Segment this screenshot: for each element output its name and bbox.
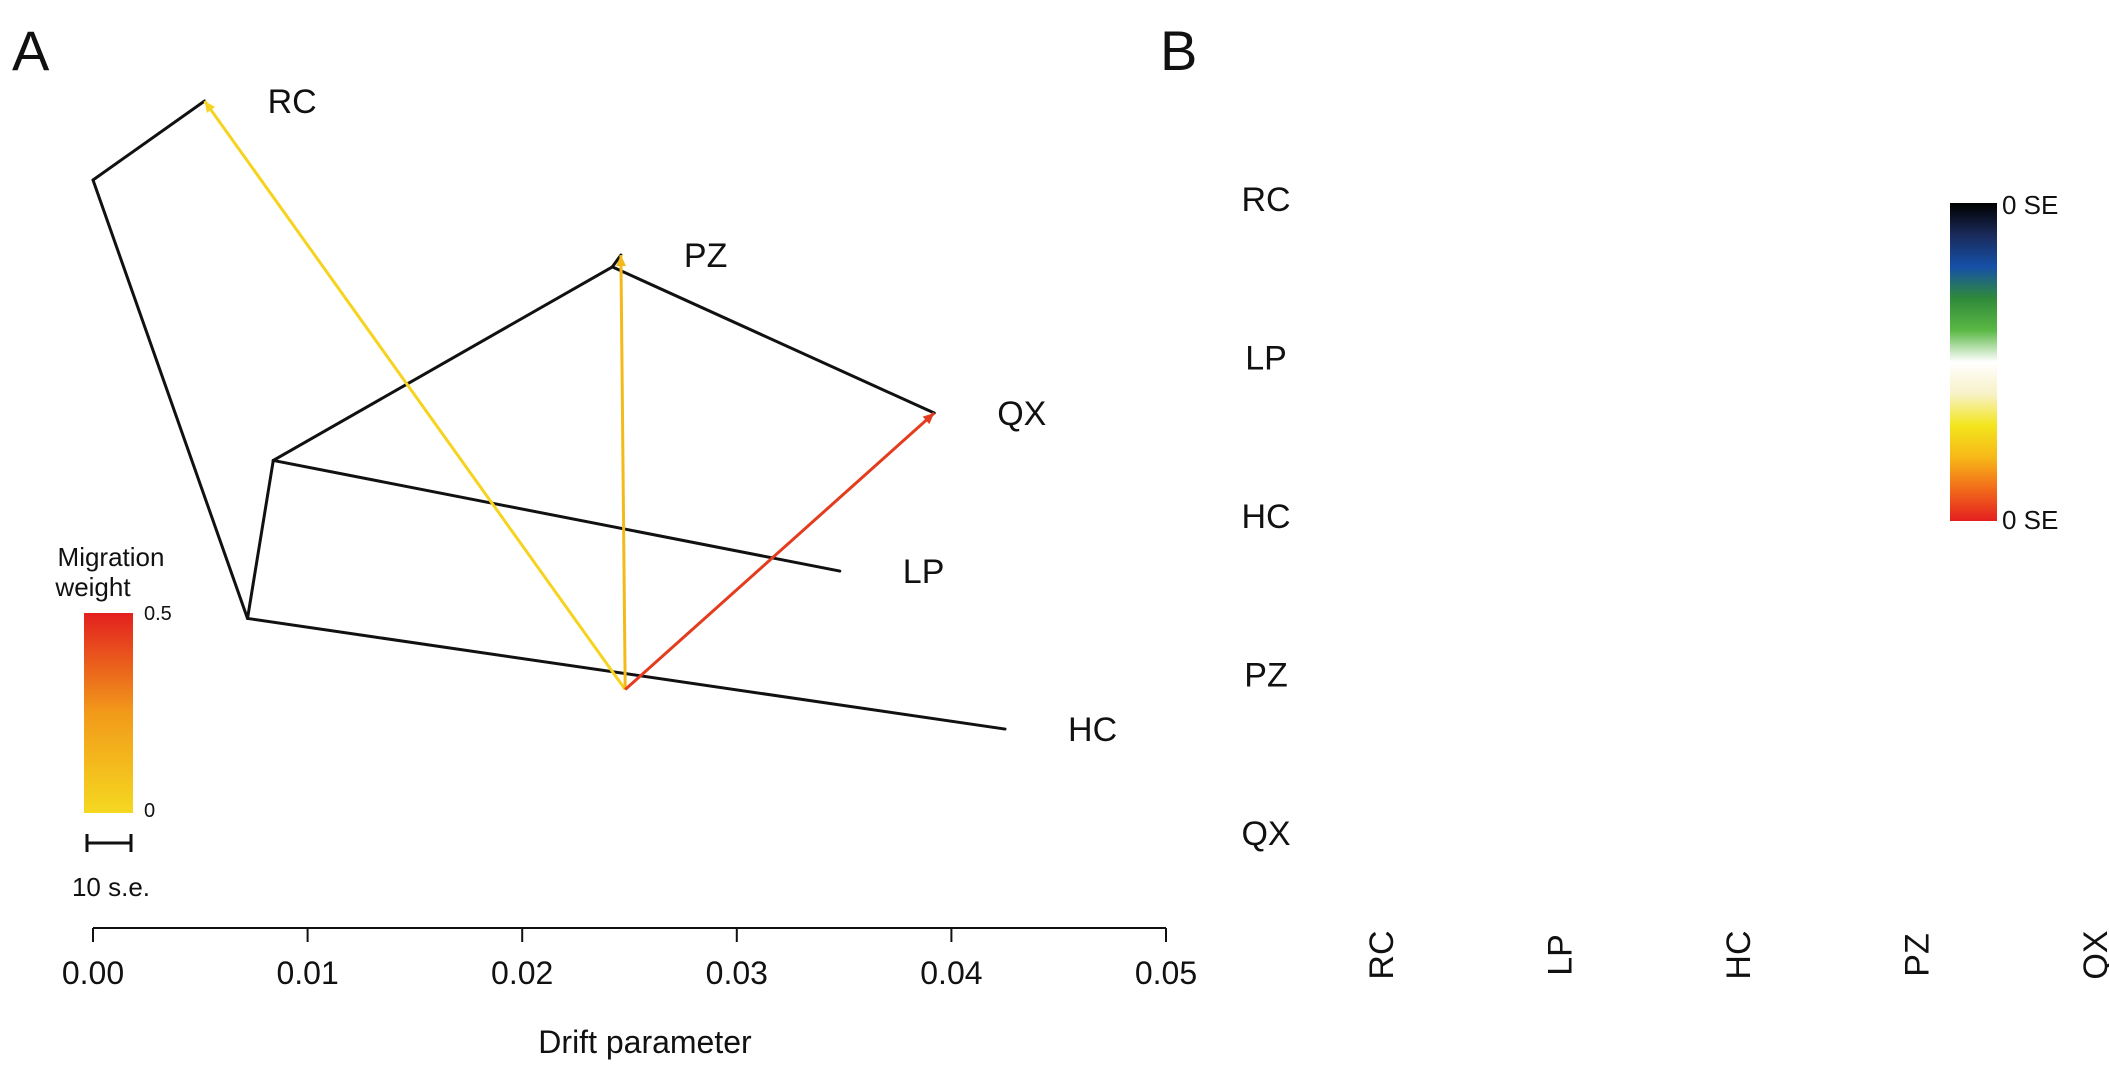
- column-label-pz: PZ: [1899, 933, 1937, 976]
- column-label-hc: HC: [1720, 930, 1758, 979]
- leaf-labels: RC PZ QX LP HC: [268, 83, 1118, 749]
- x-tick-label: 0.01: [276, 955, 338, 991]
- row-label-lp: LP: [1245, 340, 1287, 378]
- migration-colorbar: [84, 613, 133, 813]
- legend-max-label: 0.5: [144, 603, 172, 625]
- x-axis: 0.00 0.01 0.02 0.03 0.04 0.05: [62, 927, 1197, 991]
- leaf-label-pz: PZ: [684, 237, 727, 275]
- tree-edges: [91, 99, 1007, 731]
- row-label-qx: QX: [1241, 815, 1290, 853]
- legend-title-line2: weight: [54, 572, 131, 602]
- x-tick-label: 0.00: [62, 955, 124, 991]
- heatmap-column-labels: RC LP HC PZ QX: [1363, 930, 2109, 979]
- column-label-lp: LP: [1542, 934, 1580, 976]
- x-tick-label: 0.05: [1135, 955, 1197, 991]
- tree-edge-LP: [271, 458, 842, 573]
- legend-min-label: 0: [144, 800, 155, 822]
- tree-edge-n2: [91, 178, 250, 620]
- se-colorbar: 0 SE 0 SE: [1950, 190, 2058, 535]
- migration-arrowhead-pz: [616, 255, 627, 267]
- x-tick-label: 0.02: [491, 955, 553, 991]
- row-label-pz: PZ: [1244, 657, 1287, 695]
- se-colorbar-gradient: [1950, 203, 1997, 521]
- leaf-label-qx: QX: [997, 395, 1046, 433]
- row-label-hc: HC: [1241, 498, 1290, 536]
- x-tick-label: 0.04: [920, 955, 982, 991]
- tree-edge-n3: [246, 458, 275, 620]
- x-axis-label: Drift parameter: [538, 1024, 752, 1060]
- migration-edge-to-pz: [619, 255, 627, 690]
- scale-bar-label: 10 s.e.: [72, 872, 150, 902]
- heatmap-row-labels: RC LP HC PZ QX: [1241, 181, 1290, 853]
- leaf-label-rc: RC: [268, 83, 317, 121]
- tree-edge-QX: [610, 265, 936, 415]
- row-label-rc: RC: [1241, 181, 1290, 219]
- se-colorbar-bottom-label: 0 SE: [2002, 505, 2058, 535]
- column-label-qx: QX: [2077, 930, 2109, 979]
- leaf-label-lp: LP: [903, 553, 945, 591]
- leaf-label-hc: HC: [1068, 711, 1117, 749]
- x-tick-label: 0.03: [706, 955, 768, 991]
- migration-arrowhead-rc: [204, 101, 216, 113]
- tree-edge-RC: [91, 99, 207, 182]
- panel-b-label: B: [1160, 19, 1197, 82]
- legend-title-line1: Migration: [58, 542, 165, 572]
- migration-legend: Migration weight 0.5 0 10 s.e.: [54, 542, 171, 902]
- migration-edge-to-rc: [203, 100, 627, 691]
- migration-edges: [203, 100, 936, 691]
- scale-bar: [85, 834, 133, 852]
- panel-a-label: A: [12, 19, 50, 82]
- migration-edge-to-qx: [624, 411, 936, 691]
- se-colorbar-top-label: 0 SE: [2002, 190, 2058, 220]
- migration-arrowhead-qx: [922, 413, 935, 425]
- tree-edge-n4: [271, 265, 614, 462]
- column-label-rc: RC: [1363, 930, 1401, 979]
